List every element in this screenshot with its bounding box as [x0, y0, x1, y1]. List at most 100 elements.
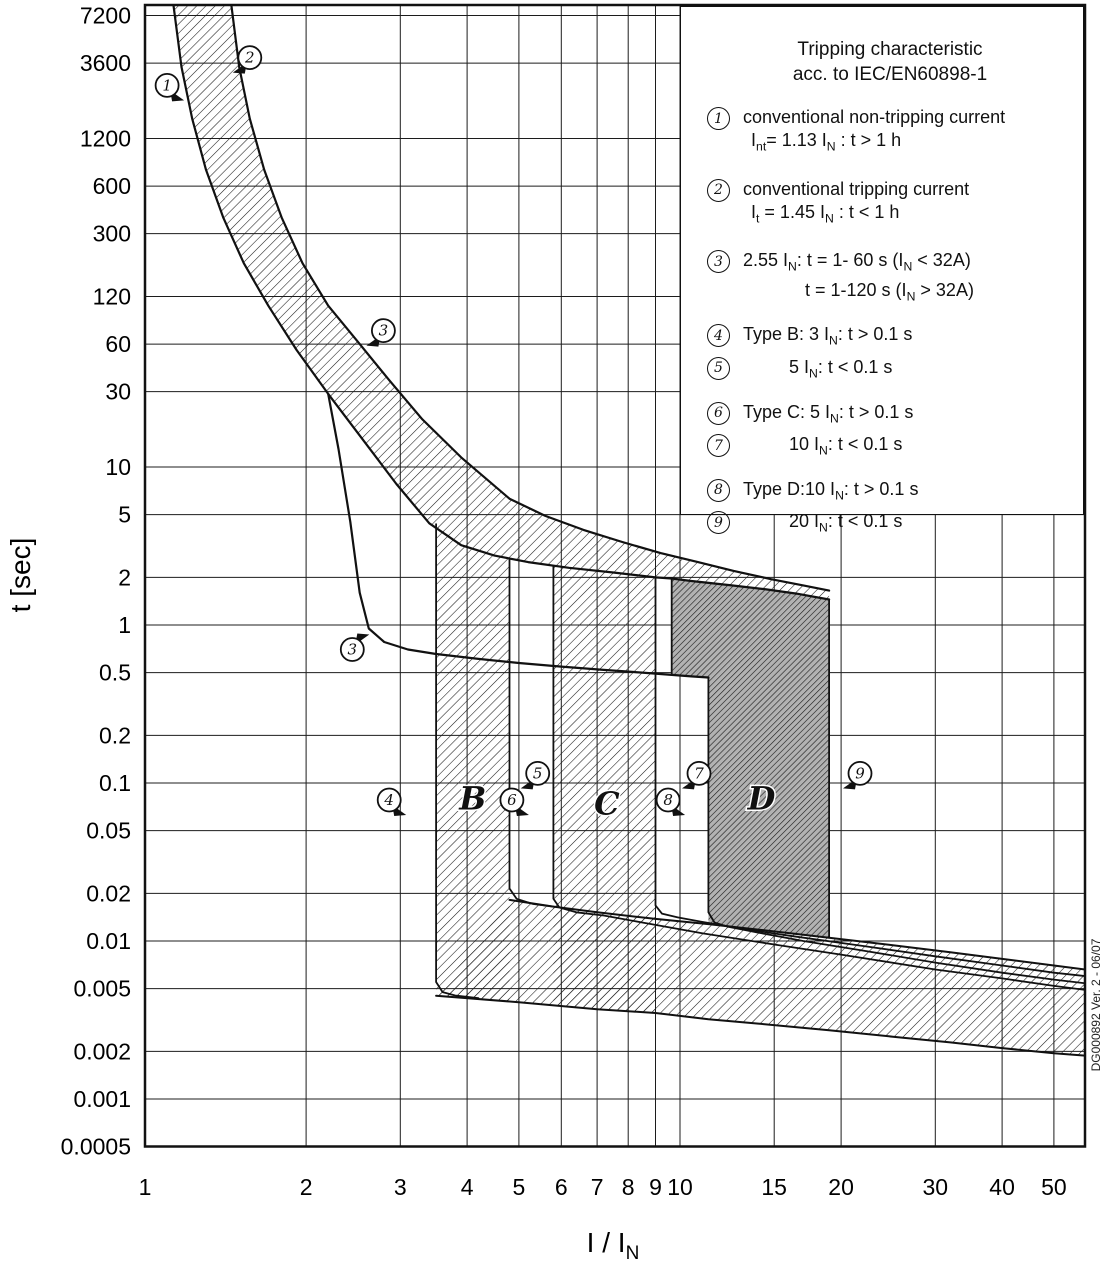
flag-marker-7: 7 — [682, 761, 712, 790]
x-tick-label-50: 50 — [1041, 1174, 1067, 1200]
y-tick-label-0.005: 0.005 — [73, 976, 131, 1002]
legend-items: 1 conventional non-tripping current Int= 1… — [707, 106, 1073, 540]
y-tick-label-2: 2 — [118, 564, 131, 590]
flag-circle — [370, 318, 396, 344]
x-tick-label-1: 1 — [139, 1174, 152, 1200]
flag-circle — [339, 637, 365, 662]
flag-circle — [154, 73, 180, 98]
flag-marker-8: 8 — [655, 787, 686, 816]
flag-marker-6: 6 — [499, 787, 529, 816]
region-type-d-band — [671, 578, 830, 938]
curve-band-lower-curve — [172, 5, 831, 601]
flag-marker-2: 2 — [232, 45, 263, 74]
flag-number: 3 — [348, 641, 358, 659]
x-tick-label-15: 15 — [761, 1174, 787, 1200]
region-type-c-band — [553, 565, 656, 1013]
x-tick-label-10: 10 — [667, 1174, 693, 1200]
y-tick-label-3600: 3600 — [80, 50, 131, 76]
x-tick-label-5: 5 — [513, 1174, 526, 1200]
x-tick-label-30: 30 — [923, 1174, 949, 1200]
y-tick-label-0.02: 0.02 — [86, 880, 131, 906]
legend-item-4: 4 Type B: 3 IN: t > 0.1 s — [707, 323, 1073, 353]
curve-b-lower-limit-3in — [435, 523, 480, 999]
y-tick-label-10: 10 — [105, 454, 131, 480]
y-tick-label-0.01: 0.01 — [86, 928, 131, 954]
x-tick-label-6: 6 — [555, 1174, 568, 1200]
legend-item-2: 2 conventional tripping current It = 1.45 … — [707, 178, 1073, 231]
x-tick-label-40: 40 — [989, 1174, 1015, 1200]
flag-marker-1: 1 — [154, 73, 185, 102]
watermark: DG000892 Ver. 2 - 06/07 — [1089, 938, 1103, 1071]
legend-title-line2: acc. to IEC/EN60898-1 — [792, 64, 988, 85]
flag-circle — [499, 787, 525, 813]
y-tick-label-0.1: 0.1 — [99, 770, 131, 796]
region-label-C: C — [594, 785, 620, 823]
y-tick-label-300: 300 — [93, 221, 131, 247]
legend-item-text: 5 IN: t < 0.1 s — [789, 356, 893, 381]
legend-item-text: 2.55 IN: t = 1- 60 s (IN < 32A) t = 1-120… — [743, 250, 974, 304]
x-axis-title-part: I / I — [587, 1227, 626, 1258]
region-thermal-band — [173, 5, 830, 600]
flag-circle — [686, 761, 712, 786]
y-tick-label-0.5: 0.5 — [99, 660, 131, 686]
flag-circle — [376, 787, 402, 813]
x-tick-label-20: 20 — [828, 1174, 854, 1200]
legend-item-8: 8 Type D:10 IN: t > 0.1 s — [707, 478, 1073, 508]
legend-item-1: 1 conventional non-tripping current Int= 1… — [707, 106, 1073, 159]
flag-number: 5 — [533, 764, 543, 782]
flag-circle — [525, 761, 551, 786]
legend-item-text: conventional tripping current It = 1.45 I… — [743, 178, 970, 226]
curve-d-lower-limit-10in — [707, 676, 1085, 985]
legend-title-line1: Tripping characteristic — [797, 39, 983, 60]
legend-item-badge: 4 — [707, 324, 730, 348]
y-tick-label-0.001: 0.001 — [73, 1086, 131, 1112]
legend-item-7: 7 10 IN: t < 0.1 s — [707, 433, 1073, 463]
legend-item-badge: 3 — [707, 250, 730, 274]
x-tick-label-3: 3 — [394, 1174, 407, 1200]
flag-number: 3 — [379, 322, 389, 340]
y-axis-title: t [sec] — [5, 538, 36, 613]
flag-number: 9 — [855, 764, 865, 782]
curve-c-upper-limit-10in — [654, 576, 1085, 977]
legend-item-6: 6 Type C: 5 IN: t > 0.1 s — [707, 401, 1073, 431]
flag-marker-9: 9 — [843, 761, 873, 790]
flag-circle — [847, 761, 873, 786]
tolerance-regions — [173, 5, 1085, 1056]
flag-number: 4 — [383, 791, 394, 809]
x-tick-label-4: 4 — [461, 1174, 474, 1200]
region-label-D: D — [747, 780, 776, 818]
legend-item-text: conventional non-tripping current Int= 1.… — [743, 107, 1006, 154]
x-tick-label-9: 9 — [649, 1174, 662, 1200]
plot-border — [143, 3, 1087, 1148]
y-tick-label-0.05: 0.05 — [86, 818, 131, 844]
legend-box: Tripping characteristic acc. to IEC/EN60… — [680, 5, 1085, 535]
x-tick-label-7: 7 — [591, 1174, 604, 1200]
curve-upper-limit-curve — [230, 5, 831, 592]
region-type-b-band — [436, 524, 510, 1002]
legend-item-text: Type D:10 IN: t > 0.1 s — [743, 478, 919, 503]
legend-item-badge: 8 — [707, 478, 730, 502]
y-tick-label-0.2: 0.2 — [99, 722, 131, 748]
flag-number: 7 — [694, 764, 704, 782]
legend-item-badge: 7 — [707, 434, 730, 458]
y-tick-label-1: 1 — [118, 612, 131, 638]
legend-item-badge: 6 — [707, 401, 730, 425]
curve-lower-limit-curve — [327, 392, 710, 679]
legend-item-text: Type C: 5 IN: t > 0.1 s — [743, 401, 914, 426]
y-tick-label-5: 5 — [118, 502, 131, 528]
y-tick-label-30: 30 — [105, 379, 131, 405]
legend-item-badge: 2 — [707, 178, 730, 202]
flag-number: 6 — [507, 791, 517, 809]
x-tick-label-8: 8 — [622, 1174, 635, 1200]
x-tick-label-2: 2 — [300, 1174, 313, 1200]
flag-number: 2 — [244, 49, 255, 67]
x-axis-title: I / IN — [587, 1227, 640, 1264]
legend-item-badge: 9 — [707, 511, 730, 535]
flag-circle — [237, 45, 263, 70]
legend-item-5: 5 5 IN: t < 0.1 s — [707, 356, 1073, 386]
legend-item-badge: 5 — [707, 356, 730, 380]
y-tick-label-120: 120 — [93, 284, 131, 310]
flag-marker-3: 3 — [339, 633, 370, 662]
flag-number: 1 — [162, 76, 172, 94]
